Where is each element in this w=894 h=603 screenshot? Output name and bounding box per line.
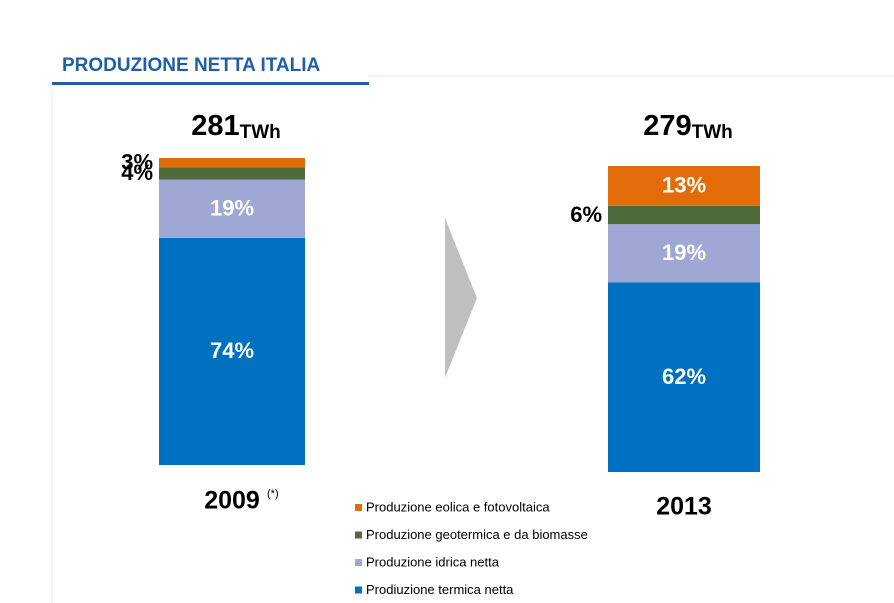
chart-title: PRODUZIONE NETTA ITALIA (62, 55, 321, 76)
value-label: 4% (121, 160, 153, 185)
legend-label: Produzione geotermica e da biomasse (366, 527, 588, 542)
total-unit: TWh (692, 122, 733, 143)
bar-segment (159, 158, 305, 168)
legend-label: Prodiuzione termica netta (366, 582, 514, 597)
bar-segment (608, 282, 760, 472)
total-value: 281 (191, 110, 239, 142)
legend-swatch (355, 586, 362, 594)
legend-swatch (355, 504, 362, 511)
bar-segment (159, 237, 305, 465)
total-label: 281TWh (191, 110, 281, 143)
footnote: (*) (267, 488, 279, 500)
bar-segment (159, 179, 305, 238)
title-underline (52, 82, 369, 85)
value-label: 6% (570, 202, 602, 227)
value-label: 19% (210, 195, 254, 220)
total-label: 279TWh (643, 110, 733, 143)
arrow (445, 218, 477, 378)
legend-swatch (355, 559, 362, 566)
value-label: 13% (662, 173, 706, 198)
value-label: 62% (662, 364, 706, 389)
bar-segment (608, 166, 760, 206)
total-unit: TWh (240, 122, 281, 143)
bar-segment (159, 167, 305, 180)
bar-segment (608, 205, 760, 225)
legend-swatch (355, 531, 362, 539)
value-label: 19% (662, 240, 706, 265)
category-label: 2013 (656, 493, 712, 521)
value-label: 3% (121, 149, 153, 174)
category-label: 2009 (204, 487, 260, 515)
value-label: 74% (210, 338, 254, 363)
legend-label: Produzione idrica netta (366, 554, 500, 569)
bar-segment (608, 224, 760, 283)
legend-label: Produzione eolica e fotovoltaica (366, 499, 550, 514)
total-value: 279 (643, 110, 691, 142)
